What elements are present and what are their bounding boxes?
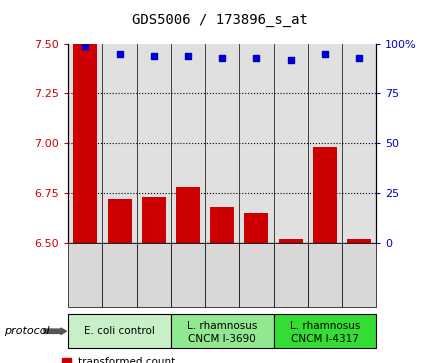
Bar <box>279 239 303 243</box>
Text: L. rhamnosus: L. rhamnosus <box>187 321 257 331</box>
Text: GDS5006 / 173896_s_at: GDS5006 / 173896_s_at <box>132 13 308 27</box>
Point <box>116 50 123 56</box>
Bar <box>142 197 166 243</box>
Point <box>356 54 363 60</box>
Point <box>150 53 157 58</box>
Text: L. rhamnosus: L. rhamnosus <box>290 321 360 331</box>
Point <box>219 54 226 60</box>
Text: CNCM I-4317: CNCM I-4317 <box>291 334 359 344</box>
Bar <box>347 239 371 243</box>
Point <box>82 42 89 48</box>
Text: protocol: protocol <box>4 326 50 336</box>
Bar <box>176 187 200 243</box>
Point <box>184 53 191 58</box>
Bar <box>73 44 97 243</box>
Text: CNCM I-3690: CNCM I-3690 <box>188 334 256 344</box>
Bar <box>313 147 337 243</box>
Point <box>287 57 294 62</box>
Bar <box>107 199 132 243</box>
Point <box>253 54 260 60</box>
Bar <box>210 207 234 243</box>
Text: E. coli control: E. coli control <box>84 326 155 336</box>
Bar <box>245 213 268 243</box>
Point <box>321 50 328 56</box>
Text: transformed count: transformed count <box>78 356 175 363</box>
